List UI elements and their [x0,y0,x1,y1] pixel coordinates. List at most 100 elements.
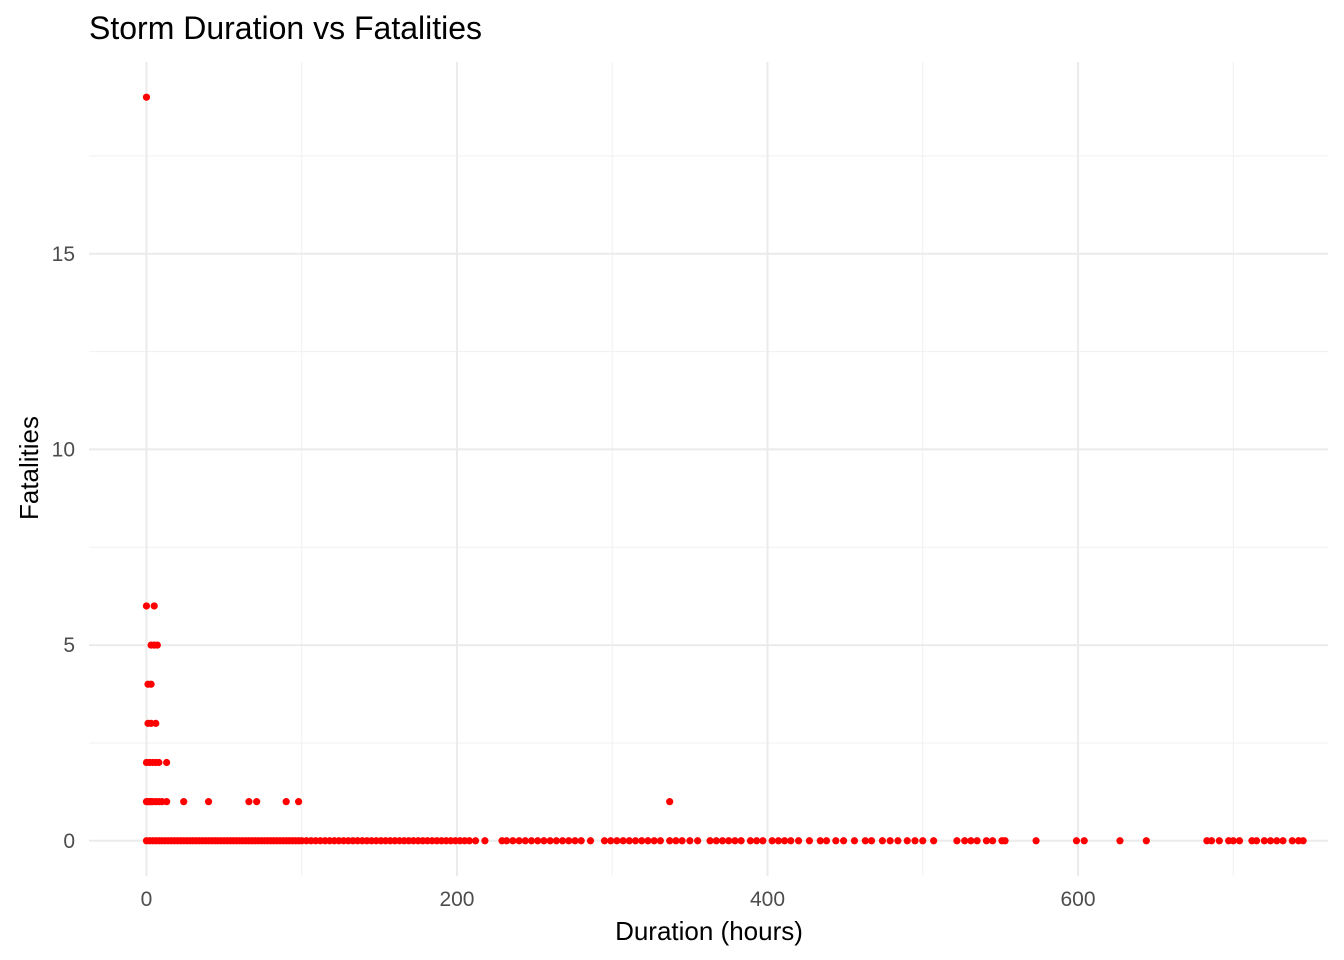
data-point [989,837,997,845]
data-point [694,837,702,845]
data-point [759,837,767,845]
data-point [686,837,694,845]
data-point [666,798,674,806]
data-point [982,837,991,845]
data-point [919,837,927,845]
data-point [961,837,969,845]
y-axis-label: Fatalities [14,416,44,520]
data-point [282,798,290,806]
x-tick-label: 400 [750,888,785,911]
data-point [794,837,803,845]
data-point [731,837,739,845]
data-point [515,837,523,845]
data-point [552,837,560,845]
data-point [822,837,831,845]
data-point [521,837,529,845]
data-point [666,837,674,845]
data-point [465,837,473,845]
data-point [163,758,171,767]
data-point [1001,837,1009,845]
data-point [503,837,511,845]
data-point [780,837,789,845]
data-point [163,798,171,806]
data-point [850,837,859,845]
data-point [295,798,303,806]
data-point [1299,837,1307,845]
y-tick-label: 10 [52,438,75,461]
data-point [805,837,814,845]
data-point [706,837,714,845]
data-point [768,837,776,845]
data-point [718,837,727,845]
x-tick-label: 200 [439,888,474,911]
data-point [903,837,911,845]
data-point [867,837,876,845]
data-point [878,837,886,845]
data-point [973,837,981,845]
data-point [540,837,548,845]
data-points [142,93,1307,845]
data-point [1273,837,1281,845]
x-tick-label: 600 [1061,888,1096,911]
data-point [638,837,646,845]
data-point [565,837,573,845]
data-point [1032,837,1040,845]
data-point [558,837,567,845]
data-point [1266,837,1275,845]
data-point [712,837,720,845]
data-point [155,758,163,767]
data-point [153,641,161,649]
data-point [886,837,894,845]
data-point [152,719,160,727]
data-point [953,837,961,845]
data-point [1142,837,1150,845]
data-point [672,837,680,845]
data-point [142,93,151,101]
data-point [725,837,733,845]
data-point [1252,837,1261,845]
data-point [625,837,633,845]
data-point [253,798,261,806]
data-point [600,837,609,845]
data-point [607,837,615,845]
data-point [656,837,664,845]
data-point [1207,837,1216,845]
data-point [1215,837,1223,845]
x-tick-label: 0 [141,888,153,911]
data-point [1279,837,1287,845]
data-point [774,837,782,845]
x-axis-ticks: 0 200 400 600 [141,888,1096,911]
data-point [816,837,824,845]
data-point [150,602,158,610]
data-point [571,837,579,845]
data-point [613,837,621,845]
data-point [787,837,795,845]
y-tick-label: 15 [52,243,75,266]
data-point [586,837,595,845]
data-point [839,837,848,845]
y-tick-label: 5 [63,634,75,657]
data-point [1229,837,1237,845]
data-point [1072,837,1081,845]
data-point [930,837,938,845]
data-point [546,837,554,845]
data-point [245,798,253,806]
data-point [1080,837,1088,845]
data-point [1288,837,1296,845]
data-point [678,837,686,845]
data-point [481,837,489,845]
data-point [534,837,542,845]
data-point [911,837,919,845]
data-point [180,798,188,806]
y-axis-ticks: 0 5 10 15 [52,243,75,853]
data-point [967,837,975,845]
data-point [147,680,155,688]
data-point [753,837,761,845]
data-point [472,837,480,845]
grid-lines [89,62,1328,876]
data-point [631,837,640,845]
data-point [204,798,213,806]
y-tick-label: 0 [63,830,75,853]
data-point [509,837,517,845]
data-point [737,837,745,845]
